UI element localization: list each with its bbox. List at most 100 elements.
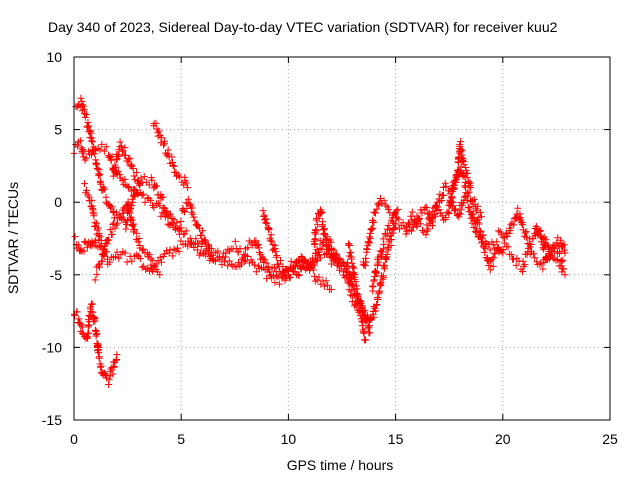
data-point bbox=[387, 242, 395, 250]
data-point bbox=[510, 255, 518, 263]
data-point bbox=[379, 248, 387, 256]
data-point bbox=[459, 172, 467, 180]
y-tick-label: 10 bbox=[46, 49, 62, 65]
data-point bbox=[362, 258, 370, 266]
data-point bbox=[93, 219, 101, 227]
data-point bbox=[437, 196, 445, 204]
data-point bbox=[360, 328, 368, 336]
data-point bbox=[109, 370, 117, 378]
data-point bbox=[321, 231, 329, 239]
satellite-track-8 bbox=[150, 119, 192, 192]
satellite-track-19 bbox=[445, 138, 475, 217]
data-point bbox=[82, 186, 90, 194]
data-point bbox=[370, 313, 378, 321]
data-point bbox=[89, 208, 97, 216]
data-point bbox=[125, 183, 133, 191]
data-point bbox=[404, 219, 412, 227]
data-point bbox=[471, 228, 479, 236]
data-point bbox=[472, 229, 480, 237]
data-point bbox=[90, 212, 98, 220]
data-point bbox=[92, 161, 100, 169]
data-point bbox=[207, 251, 215, 259]
data-point bbox=[102, 143, 110, 151]
satellite-track-2 bbox=[71, 233, 104, 255]
data-point bbox=[486, 246, 494, 254]
x-tick-label: 5 bbox=[177, 431, 185, 447]
data-point bbox=[306, 266, 314, 274]
data-point bbox=[346, 241, 354, 249]
data-point bbox=[95, 349, 103, 357]
data-point bbox=[494, 244, 502, 252]
data-point bbox=[161, 207, 169, 215]
y-tick-label: 0 bbox=[54, 194, 62, 210]
data-point bbox=[323, 242, 331, 250]
data-point bbox=[561, 271, 569, 279]
data-point bbox=[214, 247, 222, 255]
data-point bbox=[139, 245, 147, 253]
data-point bbox=[467, 184, 475, 192]
data-point bbox=[556, 248, 564, 256]
data-point bbox=[370, 208, 378, 216]
data-point bbox=[177, 237, 185, 245]
data-point bbox=[560, 265, 568, 273]
data-point bbox=[95, 170, 103, 178]
data-point bbox=[88, 134, 96, 142]
x-tick-label: 0 bbox=[70, 431, 78, 447]
data-point bbox=[347, 255, 355, 263]
data-point bbox=[101, 370, 109, 378]
data-point bbox=[508, 219, 516, 227]
data-point bbox=[372, 307, 380, 315]
data-point bbox=[147, 255, 155, 263]
data-point bbox=[188, 204, 196, 212]
data-point bbox=[77, 137, 85, 145]
data-point bbox=[319, 218, 327, 226]
data-point bbox=[381, 261, 389, 269]
data-point bbox=[122, 225, 130, 233]
data-point bbox=[522, 233, 530, 241]
data-point bbox=[138, 191, 146, 199]
data-point bbox=[166, 246, 174, 254]
data-point bbox=[150, 204, 158, 212]
data-point bbox=[197, 232, 205, 240]
data-point bbox=[76, 319, 84, 327]
data-point bbox=[83, 243, 91, 251]
data-point bbox=[450, 206, 458, 214]
satellite-track-7 bbox=[109, 138, 142, 185]
data-point bbox=[476, 233, 484, 241]
data-point bbox=[302, 265, 310, 273]
data-point bbox=[191, 217, 199, 225]
data-point bbox=[455, 213, 463, 221]
data-point bbox=[457, 148, 465, 156]
data-point bbox=[358, 322, 366, 330]
data-point bbox=[441, 179, 449, 187]
data-point bbox=[447, 197, 455, 205]
data-point bbox=[297, 253, 305, 261]
data-point bbox=[311, 236, 319, 244]
data-point bbox=[561, 249, 569, 257]
satellite-track-20 bbox=[467, 214, 569, 279]
data-point bbox=[489, 254, 497, 262]
data-point bbox=[270, 264, 278, 272]
data-point bbox=[216, 256, 224, 264]
data-point bbox=[116, 138, 124, 146]
data-point bbox=[124, 183, 132, 191]
data-point bbox=[430, 211, 438, 219]
data-point bbox=[118, 215, 126, 223]
data-point bbox=[355, 296, 363, 304]
data-point bbox=[140, 173, 148, 181]
data-point bbox=[103, 248, 111, 256]
data-point bbox=[541, 243, 549, 251]
x-tick-label: 10 bbox=[281, 431, 297, 447]
data-point bbox=[175, 248, 183, 256]
data-point bbox=[364, 324, 372, 332]
data-point bbox=[374, 295, 382, 303]
data-point bbox=[439, 191, 447, 199]
data-point bbox=[129, 192, 137, 200]
data-point bbox=[174, 244, 182, 252]
data-point bbox=[97, 362, 105, 370]
data-point bbox=[294, 257, 302, 265]
data-point bbox=[371, 209, 379, 217]
data-point bbox=[227, 260, 235, 268]
data-point bbox=[174, 171, 182, 179]
data-point bbox=[121, 249, 129, 257]
